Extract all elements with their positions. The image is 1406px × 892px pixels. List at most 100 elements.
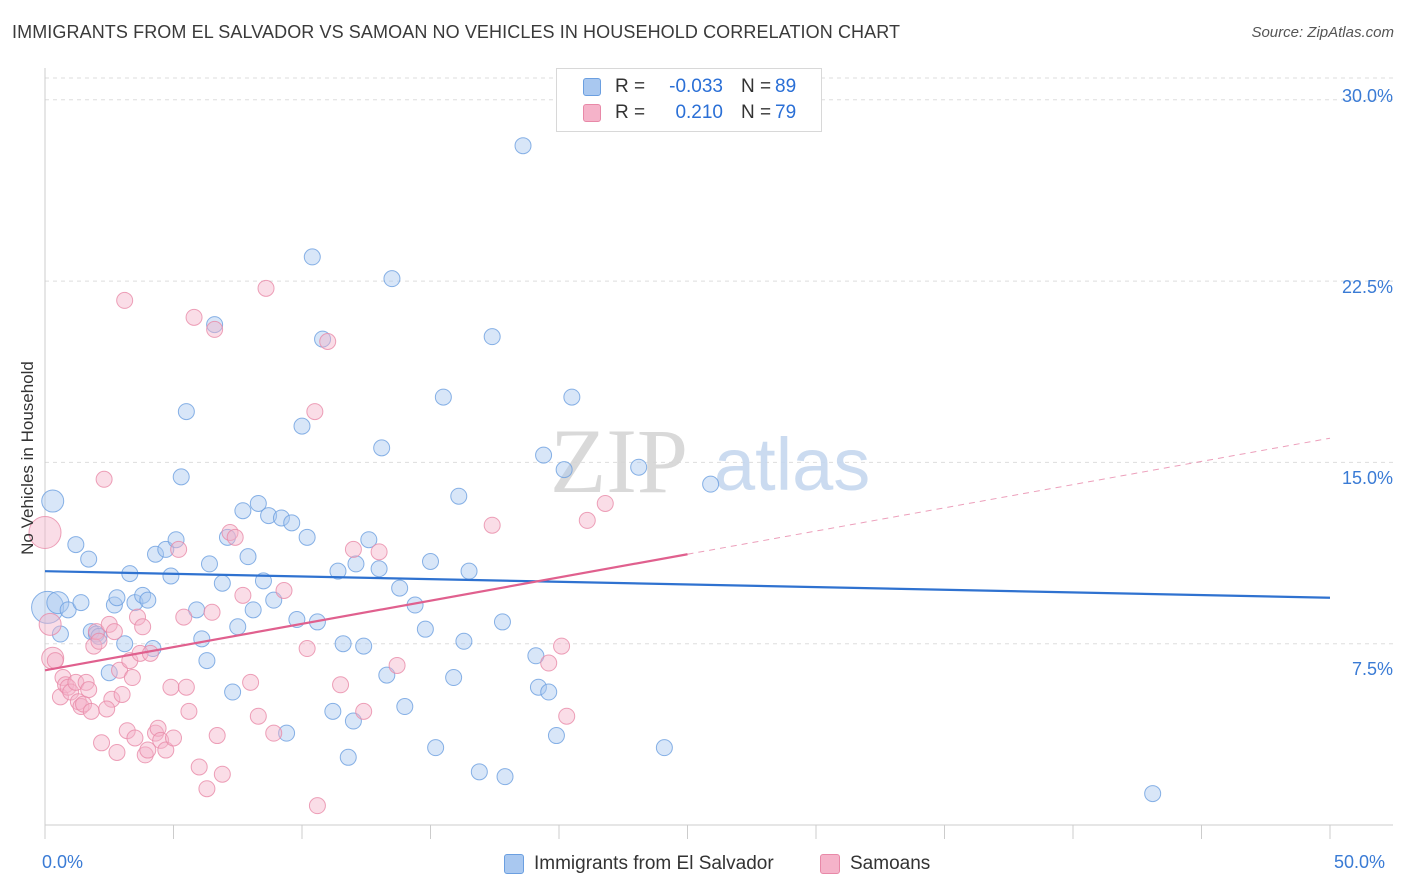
- el-salvador-point: [445, 669, 463, 687]
- samoan-point: [388, 656, 406, 674]
- samoan-point: [198, 780, 216, 798]
- el-salvador-point: [470, 763, 488, 781]
- el-salvador-point: [80, 550, 98, 568]
- el-salvador-point: [527, 647, 545, 665]
- el-salvador-point: [162, 567, 180, 585]
- bottom-legend-label: Immigrants from El Salvador: [534, 853, 774, 874]
- el-salvador-point: [116, 635, 134, 653]
- legend-n-value: 89: [775, 76, 797, 97]
- el-salvador-point: [198, 652, 216, 670]
- el-salvador-point: [298, 528, 316, 546]
- samoan-point: [103, 690, 121, 708]
- el-salvador-point: [329, 562, 347, 580]
- x-tick-label-min: 0.0%: [42, 852, 84, 872]
- el-salvador-point: [334, 635, 352, 653]
- el-salvador-point: [193, 630, 211, 648]
- chart-title: IMMIGRANTS FROM EL SALVADOR VS SAMOAN NO…: [12, 22, 901, 42]
- samoan-point: [139, 741, 157, 759]
- x-tick-label-max: 50.0%: [1334, 852, 1386, 872]
- el-salvador-point: [1144, 785, 1162, 803]
- el-salvador-point: [67, 536, 85, 554]
- el-salvador-point: [278, 724, 296, 742]
- samoan-point: [203, 603, 221, 621]
- el-salvador-point: [72, 594, 90, 612]
- samoan-point: [185, 308, 203, 326]
- samoan-point: [175, 608, 193, 626]
- samoan-point: [265, 724, 283, 742]
- stats-legend: R = -0.033 N = 89 R = 0.210 N = 79: [556, 68, 822, 132]
- el-salvador-point: [272, 509, 290, 527]
- legend-swatch-pink: [583, 104, 601, 122]
- y-tick-label: 7.5%: [1351, 659, 1393, 679]
- samoan-point: [95, 470, 113, 488]
- el-salvador-point: [293, 417, 311, 435]
- el-salvador-point: [422, 552, 439, 570]
- el-salvador-point: [493, 613, 511, 631]
- bottom-legend-swatch-pink: [820, 854, 840, 874]
- samoan-point: [38, 612, 62, 636]
- el-salvador-point: [41, 489, 65, 513]
- el-salvador-point: [134, 586, 152, 604]
- samoan-point: [67, 673, 85, 691]
- y-axis-label: No Vehicles in Household: [18, 361, 37, 555]
- samoan-point: [257, 279, 275, 297]
- samoan-point: [249, 707, 267, 725]
- samoan-point: [275, 582, 293, 600]
- samoan-point: [72, 698, 90, 716]
- el-salvador-point: [172, 468, 190, 486]
- el-salvador-point: [370, 560, 388, 578]
- samoan-point: [80, 681, 98, 699]
- el-salvador-point: [547, 727, 565, 745]
- el-salvador-point: [249, 494, 267, 512]
- el-salvador-point: [383, 270, 401, 288]
- el-salvador-point: [339, 748, 357, 766]
- samoan-point: [190, 758, 208, 776]
- legend-n-label: N =: [741, 102, 772, 123]
- samoan-point: [28, 515, 62, 549]
- watermark-atlas: atlas: [714, 423, 870, 506]
- el-salvador-point: [51, 625, 69, 643]
- samoan-point: [234, 586, 252, 604]
- el-salvador-point: [460, 562, 478, 580]
- legend-row-el-salvador: R = -0.033 N = 89: [583, 74, 796, 100]
- samoan-point: [558, 707, 576, 725]
- watermark: ZIP atlas: [550, 410, 870, 512]
- samoan-point: [319, 333, 337, 351]
- el-salvador-point: [529, 678, 547, 696]
- samoan-point: [113, 685, 131, 703]
- el-salvador-point: [213, 574, 231, 592]
- samoan-trendline-projection: [687, 437, 1331, 555]
- samoan-point: [129, 608, 147, 626]
- y-tick-label: 30.0%: [1341, 86, 1393, 106]
- legend-n-value: 79: [775, 102, 797, 123]
- samoan-point: [170, 540, 188, 558]
- y-tick-label: 15.0%: [1341, 468, 1393, 488]
- el-salvador-point: [655, 739, 673, 757]
- samoan-point: [82, 702, 100, 720]
- samoan-point: [332, 676, 350, 694]
- samoan-point: [208, 727, 226, 745]
- el-salvador-point: [239, 548, 257, 566]
- el-salvador-point: [555, 461, 573, 479]
- legend-row-samoans: R = 0.210 N = 79: [583, 100, 796, 126]
- el-salvador-point: [483, 328, 501, 346]
- el-salvador-point: [391, 579, 409, 597]
- el-salvador-point: [355, 637, 373, 655]
- samoan-point: [483, 516, 501, 534]
- samoan-point: [134, 618, 152, 636]
- samoan-point: [370, 543, 388, 561]
- el-salvador-point: [147, 545, 165, 563]
- samoan-point: [180, 702, 198, 720]
- el-salvador-trendline: [44, 570, 1331, 599]
- el-salvador-point: [260, 507, 278, 525]
- samoan-point: [116, 291, 134, 309]
- samoan-point: [344, 540, 362, 558]
- el-salvador-point: [139, 591, 157, 609]
- el-salvador-point: [108, 589, 126, 607]
- samoan-point: [177, 678, 195, 696]
- el-salvador-point: [177, 403, 195, 421]
- source-label: Source: ZipAtlas.com: [1251, 24, 1394, 41]
- trend-layer: [44, 437, 1331, 672]
- bottom-legend-samoans: Samoans: [820, 851, 930, 877]
- bottom-legend-label: Samoans: [850, 853, 931, 874]
